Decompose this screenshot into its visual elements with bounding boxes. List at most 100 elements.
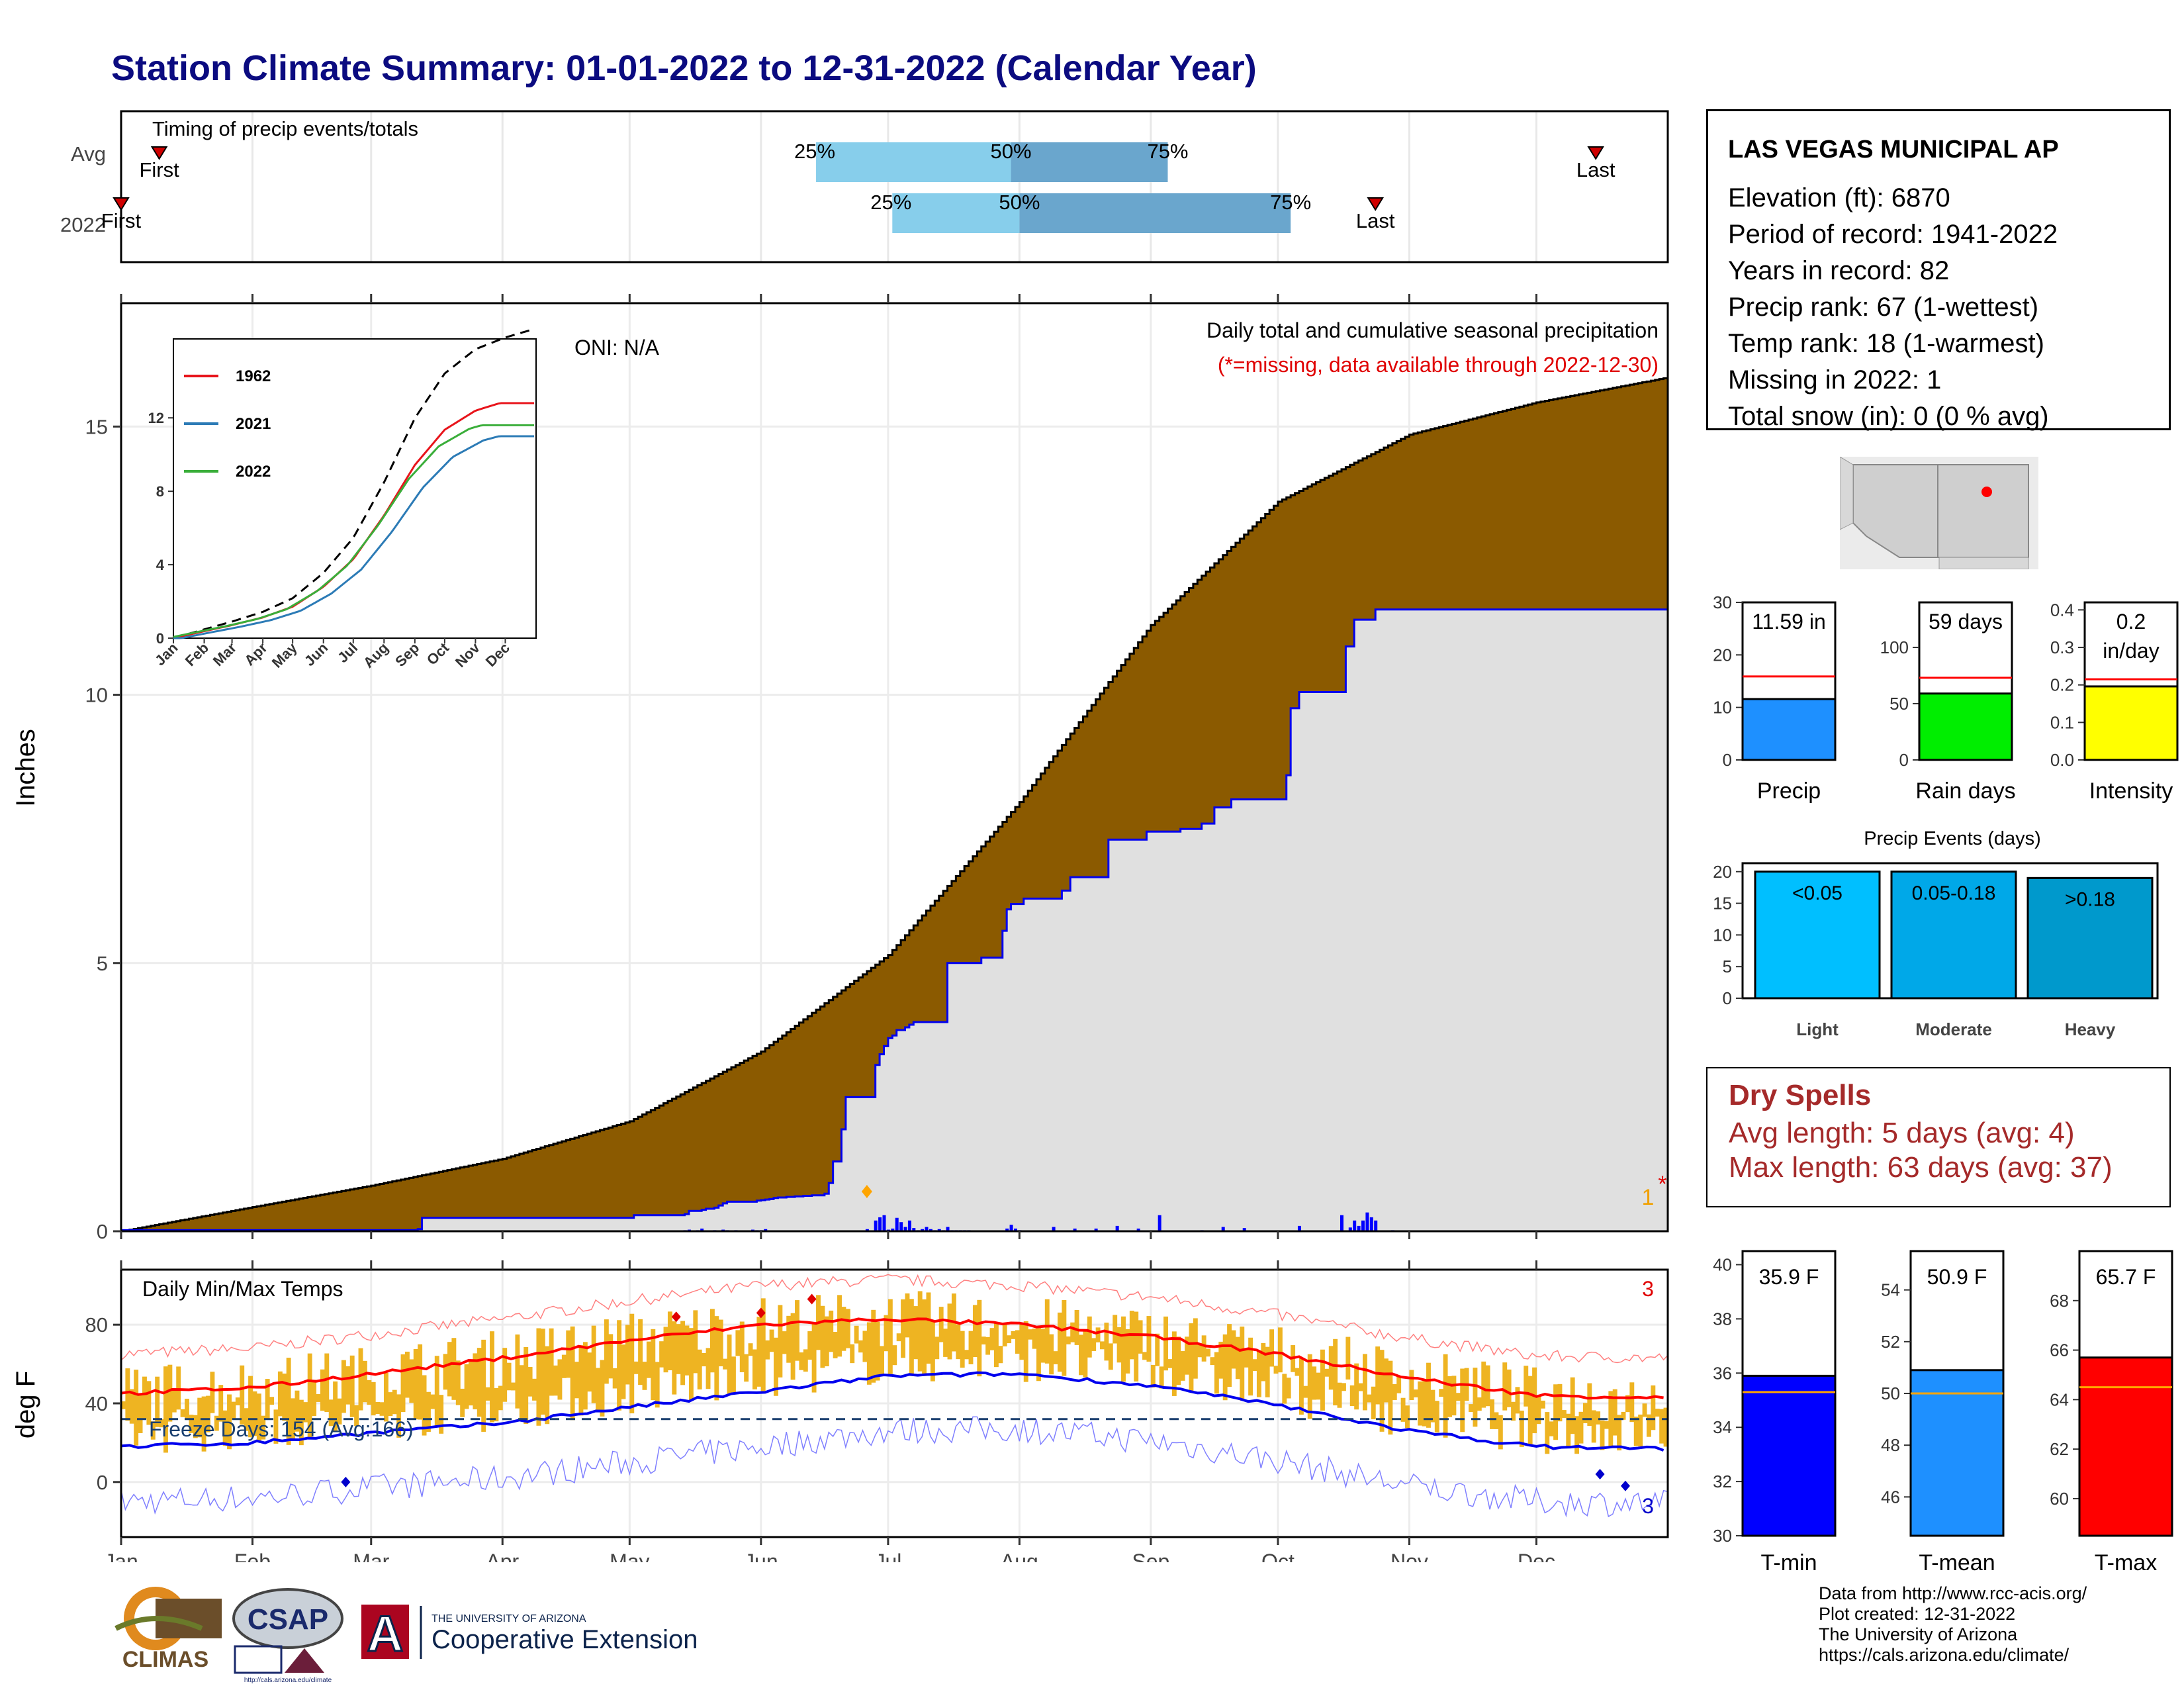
daily-temp-bar bbox=[469, 1361, 473, 1406]
daily-temp-bar bbox=[227, 1394, 232, 1450]
daily-temp-bar bbox=[422, 1375, 427, 1436]
daily-temp-bar bbox=[646, 1341, 651, 1378]
daily-temp-bar bbox=[1214, 1352, 1219, 1394]
daily-temp-bar bbox=[1032, 1329, 1037, 1349]
daily-temp-bar bbox=[880, 1346, 884, 1376]
daily-temp-bar bbox=[854, 1325, 859, 1344]
summary-value-text2: in/day bbox=[2103, 639, 2159, 663]
daily-precip-bar bbox=[1013, 1228, 1017, 1231]
daily-temp-bar bbox=[930, 1321, 935, 1382]
daily-temp-bar bbox=[1532, 1367, 1537, 1434]
daily-temp-bar bbox=[1286, 1378, 1291, 1399]
daily-temp-bar bbox=[608, 1334, 614, 1379]
daily-precip-bar bbox=[1353, 1220, 1357, 1231]
daily-temp-bar bbox=[265, 1379, 270, 1419]
daily-temp-bar bbox=[1150, 1364, 1156, 1388]
timing-first-label: First bbox=[101, 209, 142, 232]
daily-temp-bar bbox=[756, 1317, 762, 1387]
daily-temp-bar bbox=[1324, 1368, 1330, 1377]
daily-temp-bar bbox=[1604, 1421, 1609, 1429]
daily-temp-bar bbox=[277, 1371, 283, 1417]
ua-logo[interactable]: A THE UNIVERSITY OF ARIZONA Cooperative … bbox=[357, 1595, 741, 1668]
daily-precip-bar bbox=[1073, 1228, 1077, 1231]
summary-ytick-label: 0.1 bbox=[2050, 712, 2074, 732]
daily-temp-bar bbox=[1040, 1329, 1046, 1363]
daily-temp-bar bbox=[328, 1399, 334, 1427]
daily-precip-bar bbox=[1136, 1228, 1140, 1231]
daily-temp-bar bbox=[1252, 1359, 1257, 1372]
events-bar-range: >0.18 bbox=[2065, 888, 2115, 910]
timing-last-marker bbox=[1587, 146, 1604, 160]
daily-temp-bar bbox=[324, 1353, 330, 1412]
freeze-days: Freeze Days: 154 (Avg:166) bbox=[149, 1417, 414, 1441]
daily-temp-bar bbox=[744, 1354, 749, 1382]
daily-temp-bar bbox=[862, 1331, 868, 1362]
daily-temp-bar bbox=[727, 1335, 732, 1395]
summary-ytick-label: 0.0 bbox=[2050, 750, 2074, 770]
inset-legend-label: 2021 bbox=[236, 415, 271, 433]
dry-spells-max: Max length: 63 days (avg: 37) bbox=[1729, 1151, 2113, 1184]
daily-temp-bar bbox=[1371, 1386, 1376, 1419]
daily-temp-bar bbox=[1349, 1385, 1355, 1407]
daily-temp-bar bbox=[1485, 1365, 1490, 1407]
daily-temp-bar bbox=[1282, 1374, 1287, 1404]
record-high-marker bbox=[756, 1307, 766, 1319]
summary-value-text: 59 days bbox=[1929, 610, 2003, 633]
temp-bar-ytick-label: 40 bbox=[1713, 1254, 1732, 1274]
daily-temp-bar bbox=[795, 1300, 799, 1361]
summary-ytick-label: 0.2 bbox=[2050, 675, 2074, 695]
daily-precip-bar bbox=[903, 1227, 907, 1231]
summary-ytick-label: 50 bbox=[1889, 694, 1909, 714]
daily-temp-bar bbox=[549, 1328, 554, 1396]
climas-logo-text: CLIMAS bbox=[122, 1647, 208, 1672]
record-low-count: 3 bbox=[1642, 1494, 1654, 1518]
daily-temp-bar bbox=[439, 1395, 444, 1434]
daily-temp-bar bbox=[1418, 1381, 1423, 1426]
daily-temp-bar bbox=[582, 1342, 588, 1410]
daily-temp-bar bbox=[1494, 1412, 1499, 1429]
daily-temp-bar bbox=[197, 1397, 203, 1438]
temp-ytick-label: 0 bbox=[97, 1471, 108, 1494]
daily-temp-bar bbox=[981, 1336, 986, 1345]
daily-temp-bar bbox=[1227, 1324, 1232, 1387]
events-bar-label: Light bbox=[1796, 1019, 1839, 1039]
record-high-count: 3 bbox=[1642, 1277, 1654, 1301]
daily-temp-bar bbox=[295, 1390, 300, 1432]
daily-temp-bar bbox=[1193, 1318, 1198, 1379]
temp-bar-ytick-label: 34 bbox=[1713, 1417, 1732, 1437]
daily-temp-bar bbox=[1185, 1336, 1189, 1375]
climas-logo[interactable]: CLIMAS bbox=[109, 1582, 222, 1685]
daily-precip-bar bbox=[1365, 1212, 1369, 1231]
daily-temp-bar bbox=[1646, 1414, 1651, 1437]
daily-precip-bar bbox=[895, 1217, 899, 1231]
daily-precip-bar bbox=[1158, 1215, 1161, 1231]
daily-temp-bar bbox=[125, 1368, 130, 1421]
daily-temp-bar bbox=[1138, 1320, 1143, 1354]
daily-temp-bar bbox=[298, 1399, 304, 1446]
daily-temp-bar bbox=[527, 1366, 533, 1397]
daily-temp-bar bbox=[163, 1366, 168, 1453]
daily-temp-bar bbox=[426, 1391, 431, 1432]
events-bar-range: <0.05 bbox=[1792, 882, 1843, 904]
daily-temp-bar bbox=[938, 1307, 944, 1342]
footer-credits: Data from http://www.rcc-acis.org/ Plot … bbox=[1819, 1583, 2087, 1665]
daily-temp-bar bbox=[189, 1415, 194, 1433]
csap-logo[interactable]: CSAP http://cals.arizona.edu/climate bbox=[228, 1585, 347, 1685]
daily-temp-bar bbox=[1625, 1395, 1630, 1413]
events-bar bbox=[1754, 870, 1881, 1000]
daily-temp-bar bbox=[388, 1392, 393, 1417]
daily-temp-bar bbox=[1083, 1331, 1088, 1378]
daily-temp-bar bbox=[1600, 1420, 1605, 1450]
daily-temp-bar bbox=[481, 1339, 486, 1432]
daily-temp-bar bbox=[833, 1332, 838, 1358]
station-elevation: Elevation (ft): 6870 bbox=[1728, 183, 1950, 212]
summary-bar-label: Precip bbox=[1757, 778, 1821, 804]
daily-temp-bar bbox=[1400, 1397, 1406, 1422]
daily-temp-bar bbox=[909, 1299, 914, 1375]
daily-temp-bar bbox=[693, 1310, 698, 1374]
daily-temp-bar bbox=[1578, 1411, 1584, 1444]
daily-temp-bar bbox=[850, 1344, 855, 1364]
daily-temp-bar bbox=[875, 1321, 880, 1381]
inset-xtick-label: May bbox=[269, 639, 300, 671]
daily-temp-bar bbox=[1545, 1412, 1550, 1454]
